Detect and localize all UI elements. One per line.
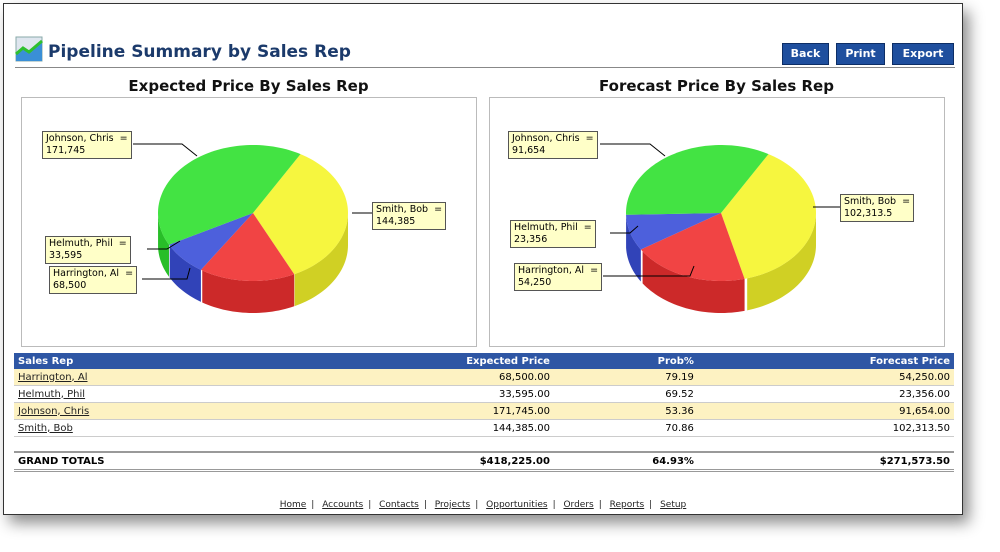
footer-link-projects[interactable]: Projects bbox=[434, 500, 471, 510]
pie-slice-harrington-al[interactable] bbox=[640, 213, 745, 281]
expected-price-chart: Johnson, Chris = 171,745 Smith, Bob = 14… bbox=[21, 97, 477, 347]
callout-leader-line bbox=[142, 267, 191, 280]
expected-cell: 144,385.00 bbox=[287, 419, 554, 437]
rep-link[interactable]: Smith, Bob bbox=[18, 422, 73, 434]
pie-slice-helmuth-phil[interactable] bbox=[626, 213, 721, 250]
table-header: Sales Rep Expected Price Prob% Forecast … bbox=[14, 353, 954, 369]
pie-side-smith-bob bbox=[747, 213, 816, 311]
callout-leader-line bbox=[147, 240, 181, 250]
callout-leader-line bbox=[600, 143, 666, 157]
totals-label: GRAND TOTALS bbox=[14, 451, 288, 472]
callout-leader-line bbox=[133, 143, 198, 157]
chart-title-forecast: Forecast Price By Sales Rep bbox=[599, 77, 834, 95]
footer-link-reports[interactable]: Reports bbox=[609, 500, 645, 510]
pie-slice-johnson-chris[interactable] bbox=[626, 145, 769, 215]
pie-side-johnson-chris bbox=[158, 215, 169, 277]
col-sales-rep: Sales Rep bbox=[14, 353, 288, 369]
col-prob: Prob% bbox=[553, 353, 698, 369]
pie-side-smith-bob bbox=[294, 213, 348, 307]
footer-link-home[interactable]: Home bbox=[279, 500, 307, 510]
chart-logo-icon bbox=[15, 36, 43, 62]
prob-cell: 53.36 bbox=[553, 402, 698, 420]
expected-cell: 33,595.00 bbox=[287, 385, 554, 403]
callout-harrington: Harrington, Al = 68,500 bbox=[49, 266, 138, 294]
forecast-price-chart: Johnson, Chris = 91,654 Smith, Bob = 102… bbox=[489, 97, 945, 347]
expected-cell: 171,745.00 bbox=[287, 402, 554, 420]
table-row: Smith, Bob 144,385.00 70.86 102,313.50 bbox=[14, 419, 954, 437]
footer-link-setup[interactable]: Setup bbox=[660, 500, 687, 510]
page-title: Pipeline Summary by Sales Rep bbox=[48, 42, 351, 62]
table-row: Johnson, Chris 171,745.00 53.36 91,654.00 bbox=[14, 402, 954, 420]
forecast-cell: 102,313.50 bbox=[697, 419, 954, 437]
export-button[interactable]: Export bbox=[892, 43, 954, 65]
pie-slice-helmuth-phil[interactable] bbox=[168, 213, 253, 270]
forecast-cell: 54,250.00 bbox=[697, 369, 954, 386]
report-window: Pipeline Summary by Sales Rep Back Print… bbox=[3, 3, 963, 515]
callout-leader-line bbox=[610, 225, 639, 234]
footer-link-opportunities[interactable]: Opportunities bbox=[486, 500, 548, 510]
callout-harrington: Harrington, Al = 54,250 bbox=[514, 263, 603, 291]
footer-link-accounts[interactable]: Accounts bbox=[322, 500, 364, 510]
forecast-cell: 91,654.00 bbox=[697, 402, 954, 420]
pie-slice-smith-bob[interactable] bbox=[253, 154, 348, 275]
callout-johnson: Johnson, Chris = 171,745 bbox=[42, 131, 132, 159]
pie-side-helmuth-phil bbox=[169, 245, 201, 302]
total-forecast: $271,573.50 bbox=[697, 451, 954, 472]
col-expected-price: Expected Price bbox=[287, 353, 554, 369]
chart-title-expected: Expected Price By Sales Rep bbox=[128, 77, 369, 95]
callout-smith: Smith, Bob = 102,313.5 bbox=[840, 194, 915, 222]
header-divider bbox=[15, 67, 955, 68]
rep-link[interactable]: Helmuth, Phil bbox=[18, 388, 86, 400]
col-forecast-price: Forecast Price bbox=[697, 353, 954, 369]
total-prob: 64.93% bbox=[553, 451, 698, 472]
footer-nav: Home | Accounts | Contacts | Projects | Oppo… bbox=[279, 500, 687, 510]
pie-side-helmuth-phil bbox=[626, 215, 641, 282]
grand-totals-row: GRAND TOTALS $418,225.00 64.93% $271,573.50 bbox=[14, 451, 954, 472]
rep-link[interactable]: Johnson, Chris bbox=[18, 405, 90, 417]
pie-side-harrington-al bbox=[642, 251, 745, 313]
forecast-pie bbox=[600, 143, 840, 313]
footer-link-orders[interactable]: Orders bbox=[563, 500, 594, 510]
callout-helmuth: Helmuth, Phil = 33,595 bbox=[45, 236, 131, 264]
callout-helmuth: Helmuth, Phil = 23,356 bbox=[510, 220, 596, 248]
pie-slice-johnson-chris[interactable] bbox=[158, 145, 301, 245]
pie-side-harrington-al bbox=[202, 270, 295, 313]
prob-cell: 70.86 bbox=[553, 419, 698, 437]
table-row: Harrington, Al 68,500.00 79.19 54,250.00 bbox=[14, 369, 954, 386]
pie-slice-smith-bob[interactable] bbox=[721, 154, 816, 279]
expected-cell: 68,500.00 bbox=[287, 369, 554, 386]
callout-johnson: Johnson, Chris = 91,654 bbox=[508, 131, 598, 159]
rep-link[interactable]: Harrington, Al bbox=[18, 371, 88, 383]
callout-smith: Smith, Bob = 144,385 bbox=[372, 202, 447, 230]
prob-cell: 69.52 bbox=[553, 385, 698, 403]
back-button[interactable]: Back bbox=[782, 43, 829, 65]
pie-slice-harrington-al[interactable] bbox=[200, 213, 295, 281]
footer-link-contacts[interactable]: Contacts bbox=[379, 500, 419, 510]
prob-cell: 79.19 bbox=[553, 369, 698, 386]
callout-leader-line bbox=[603, 265, 695, 277]
table-row: Helmuth, Phil 33,595.00 69.52 23,356.00 bbox=[14, 385, 954, 403]
expected-pie bbox=[133, 143, 372, 313]
total-expected: $418,225.00 bbox=[287, 451, 554, 472]
print-button[interactable]: Print bbox=[836, 43, 885, 65]
forecast-cell: 23,356.00 bbox=[697, 385, 954, 403]
pipeline-table: Sales Rep Expected Price Prob% Forecast … bbox=[14, 353, 954, 472]
